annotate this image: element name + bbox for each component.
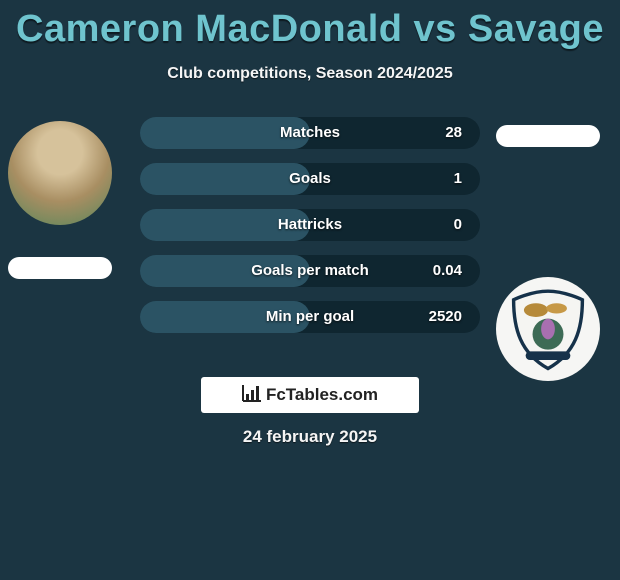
stat-label: Goals per match — [140, 255, 480, 287]
stat-row: Goals per match 0.04 — [140, 255, 480, 287]
stat-label: Goals — [140, 163, 480, 195]
logo-text: FcTables.com — [266, 385, 378, 405]
page-title: Cameron MacDonald vs Savage — [0, 0, 620, 51]
player-right-badge — [496, 125, 600, 147]
stat-value: 28 — [445, 117, 462, 149]
stat-row: Min per goal 2520 — [140, 301, 480, 333]
comparison-stage: Matches 28 Goals 1 Hattricks 0 Goals per… — [0, 107, 620, 367]
date-label: 24 february 2025 — [0, 427, 620, 447]
player-left-avatar — [8, 121, 112, 225]
stat-bars: Matches 28 Goals 1 Hattricks 0 Goals per… — [140, 117, 480, 347]
stat-value: 2520 — [429, 301, 462, 333]
stat-value: 0.04 — [433, 255, 462, 287]
stat-value: 1 — [454, 163, 462, 195]
stat-label: Hattricks — [140, 209, 480, 241]
club-crest-icon — [505, 286, 591, 372]
bar-chart-icon — [242, 384, 262, 407]
stat-value: 0 — [454, 209, 462, 241]
stat-label: Matches — [140, 117, 480, 149]
stat-row: Hattricks 0 — [140, 209, 480, 241]
player-right-crest — [496, 277, 600, 381]
subtitle: Club competitions, Season 2024/2025 — [0, 65, 620, 83]
source-logo: FcTables.com — [201, 377, 419, 413]
stat-row: Goals 1 — [140, 163, 480, 195]
stat-row: Matches 28 — [140, 117, 480, 149]
player-left-badge — [8, 257, 112, 279]
